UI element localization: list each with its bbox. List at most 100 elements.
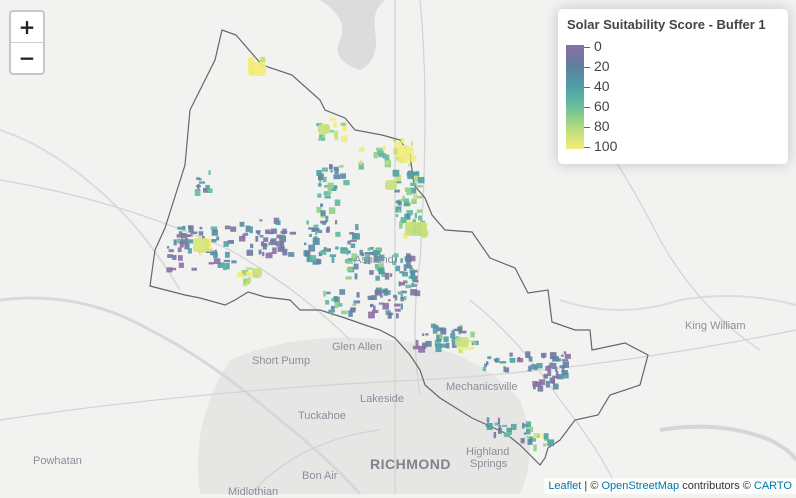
place-label-glen-allen: Glen Allen [332, 341, 383, 353]
parcel [177, 226, 183, 230]
parcel [255, 230, 261, 234]
parcel [407, 170, 414, 177]
parcel [313, 236, 318, 243]
parcel [333, 130, 339, 137]
carto-link[interactable]: CARTO [753, 480, 792, 492]
parcel [241, 269, 249, 277]
parcel [355, 224, 359, 231]
parcel [187, 248, 192, 254]
parcel [384, 272, 390, 280]
parcel [241, 273, 245, 279]
place-label-king-william: King William [685, 320, 746, 332]
parcel [335, 220, 338, 225]
parcel-large [405, 222, 427, 236]
parcel [562, 361, 569, 368]
parcel [544, 438, 550, 442]
place-label-springs: Springs [470, 458, 508, 470]
legend-title: Solar Suitability Score - Buffer 1 [567, 17, 766, 32]
parcel [482, 366, 487, 372]
parcel [528, 365, 532, 371]
parcel [408, 163, 411, 167]
parcel [173, 239, 177, 246]
parcel [403, 202, 410, 207]
parcel [487, 356, 492, 360]
parcel [260, 241, 265, 247]
parcel [564, 353, 571, 359]
parcel [343, 180, 350, 186]
parcel [170, 267, 177, 271]
leaflet-link[interactable]: Leaflet [548, 480, 582, 492]
parcel [275, 220, 281, 226]
parcel [187, 239, 194, 244]
parcel [280, 234, 285, 240]
parcel [545, 381, 550, 388]
parcel [197, 184, 200, 190]
parcel [325, 227, 329, 233]
parcel [533, 433, 541, 438]
parcel [288, 252, 295, 257]
parcel [223, 263, 228, 271]
parcel [269, 239, 275, 243]
parcel [352, 303, 357, 306]
legend-tick: 0 [584, 38, 602, 54]
parcel [323, 191, 331, 196]
parcel [367, 258, 371, 265]
parcel [329, 118, 337, 121]
legend-tick: 20 [584, 58, 610, 74]
parcel [403, 198, 409, 204]
parcel [497, 417, 500, 425]
parcel [268, 242, 271, 246]
parcel [231, 260, 237, 264]
parcel [318, 137, 323, 141]
parcel [263, 237, 269, 242]
parcel [450, 333, 456, 339]
parcel [406, 172, 409, 177]
parcel [372, 250, 378, 257]
parcel [411, 198, 417, 204]
parcel [326, 291, 331, 295]
parcel [528, 356, 533, 362]
parcel [435, 343, 442, 347]
parcel [329, 254, 337, 257]
osm-link[interactable]: OpenStreetMap [601, 480, 680, 492]
parcel [205, 185, 210, 190]
parcel [396, 313, 399, 319]
parcel [451, 342, 457, 348]
parcel [511, 424, 515, 429]
parcel [461, 348, 464, 354]
parcel [328, 207, 336, 214]
parcel [561, 367, 565, 372]
parcel [247, 276, 252, 282]
parcel [386, 290, 391, 295]
parcel [552, 362, 557, 369]
parcel [410, 155, 417, 162]
zoom-in-button[interactable]: + [18, 15, 36, 39]
parcel [359, 249, 363, 256]
parcel [422, 333, 425, 336]
parcel [249, 226, 253, 234]
parcel [384, 288, 388, 291]
parcel [367, 297, 375, 300]
parcel [382, 153, 386, 159]
zoom-out-button[interactable]: − [11, 42, 43, 73]
parcel [451, 337, 457, 343]
parcel [395, 214, 399, 217]
parcel [522, 422, 525, 429]
river-2 [0, 129, 181, 291]
parcel [504, 367, 510, 373]
parcel [334, 199, 341, 206]
parcel [211, 239, 217, 243]
legend-tick: 40 [584, 78, 610, 94]
parcel [416, 185, 423, 188]
parcel [532, 381, 538, 387]
parcel-layer [166, 56, 571, 452]
attribution: Leaflet | © OpenStreetMap contributors ©… [544, 478, 796, 494]
parcel [530, 364, 536, 370]
parcel [353, 263, 359, 270]
parcel [472, 341, 477, 346]
parcel [457, 326, 463, 332]
parcel [216, 236, 220, 241]
parcel [367, 295, 374, 298]
parcel [403, 296, 407, 301]
